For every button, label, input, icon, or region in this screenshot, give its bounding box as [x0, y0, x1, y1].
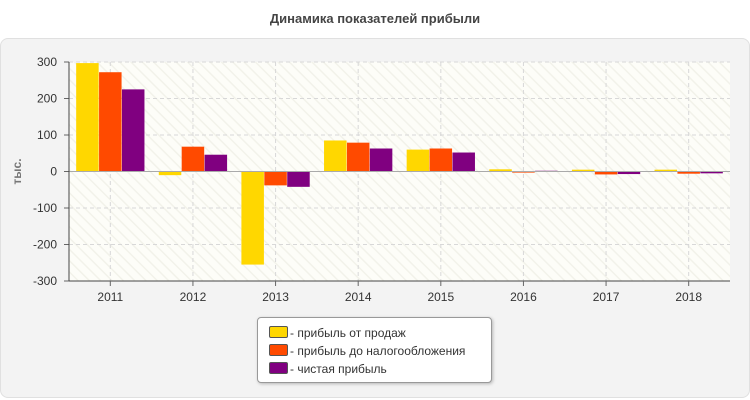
bar-sales-profit-2016	[489, 169, 512, 172]
bar-net-profit-2017	[617, 171, 641, 175]
y-tick-label: 0	[50, 165, 57, 179]
bar-sales-profit-2013	[241, 171, 264, 265]
chart-title: Динамика показателей прибыли	[269, 11, 481, 26]
bar-net-profit-2014	[369, 148, 393, 172]
legend: - прибыль от продаж - прибыль до налогоо…	[257, 317, 492, 383]
bar-pretax-profit-2012	[181, 146, 205, 172]
bar-sales-profit-2015	[406, 149, 430, 172]
x-tick-label: 2011	[97, 290, 123, 304]
legend-item-sales-profit[interactable]: - прибыль от продаж	[269, 326, 406, 340]
x-tick-label: 2012	[180, 290, 207, 304]
y-tick-label: 300	[37, 55, 57, 69]
bar-pretax-profit-2013	[264, 171, 287, 186]
legend-item-pretax-profit[interactable]: - прибыль до налогообложения	[269, 344, 465, 358]
bar-pretax-profit-2014	[346, 142, 370, 172]
legend-label-net-profit: - чистая прибыль	[290, 362, 387, 376]
x-tick-label: 2015	[427, 290, 454, 304]
bar-net-profit-2011	[121, 89, 145, 172]
bar-net-profit-2015	[452, 152, 475, 172]
bar-sales-profit-2011	[76, 63, 99, 172]
legend-item-net-profit[interactable]: - чистая прибыль	[269, 362, 387, 376]
bar-sales-profit-2018	[654, 169, 678, 172]
bar-net-profit-2012	[204, 154, 228, 172]
x-tick-label: 2016	[510, 290, 537, 304]
bar-pretax-profit-2017	[594, 171, 618, 175]
x-tick-label: 2017	[593, 290, 620, 304]
bar-sales-profit-2014	[324, 140, 347, 172]
bar-net-profit-2013	[287, 171, 310, 187]
bar-sales-profit-2017	[571, 169, 595, 172]
y-tick-label: 200	[37, 92, 57, 106]
x-tick-label: 2018	[675, 290, 702, 304]
legend-label-sales-profit: - прибыль от продаж	[290, 326, 406, 340]
x-tick-label: 2013	[262, 290, 289, 304]
bar-net-profit-2018	[700, 171, 723, 174]
y-axis-label: тыс.	[10, 158, 24, 184]
bar-pretax-profit-2015	[429, 148, 453, 172]
y-tick-label: -300	[33, 274, 57, 288]
legend-swatch-pretax-profit	[269, 344, 288, 356]
x-tick-label: 2014	[345, 290, 372, 304]
legend-label-pretax-profit: - прибыль до налогообложения	[290, 344, 466, 358]
legend-swatch-net-profit	[269, 362, 288, 374]
y-tick-label: -100	[33, 201, 57, 215]
y-tick-label: -200	[33, 238, 57, 252]
y-tick-label: 100	[37, 128, 57, 142]
bar-pretax-profit-2018	[677, 171, 700, 174]
bar-pretax-profit-2016	[512, 171, 535, 173]
bar-sales-profit-2012	[158, 171, 182, 176]
bar-pretax-profit-2011	[99, 72, 122, 172]
legend-swatch-sales-profit	[269, 326, 288, 338]
